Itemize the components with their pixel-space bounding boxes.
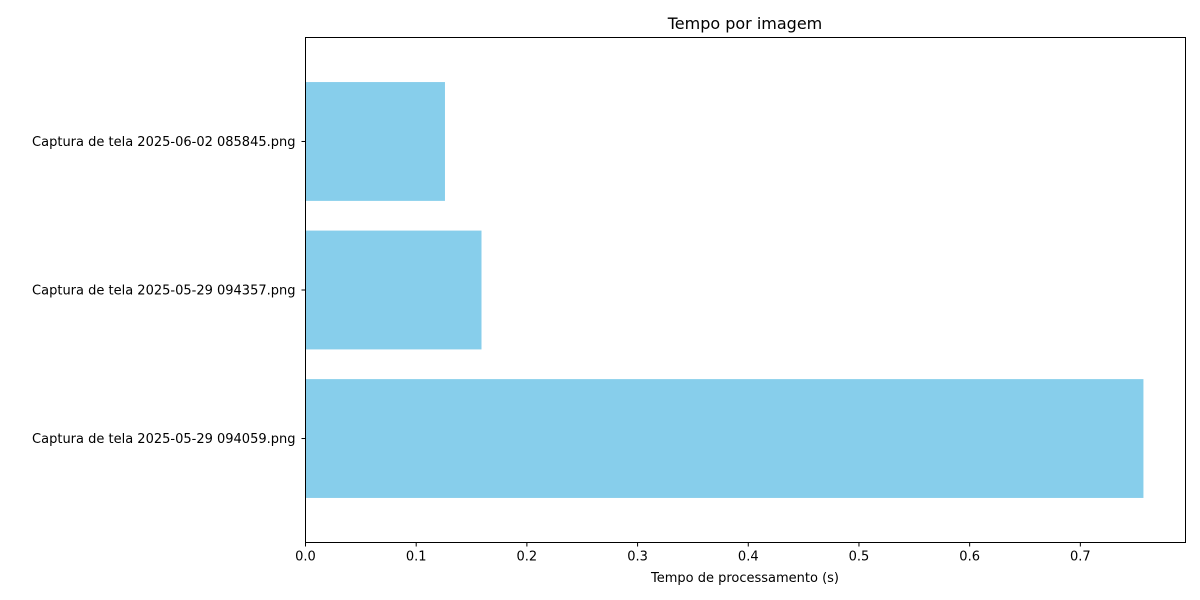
x-axis-label: Tempo de processamento (s) (650, 571, 839, 586)
x-tick-label: 0.3 (627, 550, 648, 565)
x-tick-label: 0.0 (295, 550, 316, 565)
bar (305, 230, 482, 350)
x-tick-label: 0.1 (406, 550, 427, 565)
x-tick-label: 0.5 (849, 550, 870, 565)
bar (305, 82, 445, 201)
x-tick-label: 0.7 (1070, 550, 1091, 565)
y-tick-label: Captura de tela 2025-05-29 094059.png (32, 432, 295, 447)
chart-title: Tempo por imagem (667, 14, 823, 33)
y-tick-label: Captura de tela 2025-05-29 094357.png (32, 284, 295, 299)
x-tick-label: 0.4 (738, 550, 759, 565)
bars-group (305, 82, 1144, 498)
x-tick-label: 0.2 (517, 550, 538, 565)
y-tick-label: Captura de tela 2025-06-02 085845.png (32, 135, 295, 150)
y-ticks-group: Captura de tela 2025-05-29 094059.png Cap… (32, 135, 306, 447)
x-tick-label: 0.6 (959, 550, 980, 565)
x-ticks-group: 0.0 0.1 0.2 0.3 0.4 0.5 0.6 0.7 (295, 542, 1091, 565)
bar (305, 379, 1144, 498)
plot-frame (305, 37, 1186, 543)
